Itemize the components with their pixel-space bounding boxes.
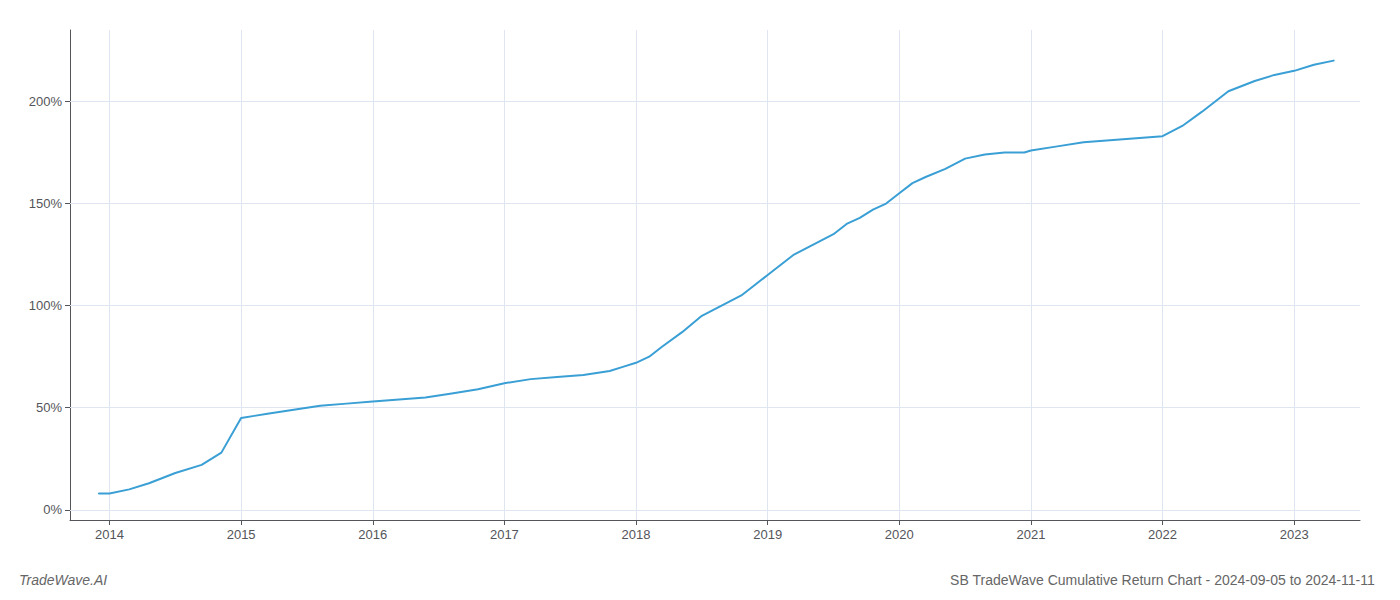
svg-text:2019: 2019 — [753, 527, 782, 542]
svg-text:2015: 2015 — [227, 527, 256, 542]
svg-text:2022: 2022 — [1148, 527, 1177, 542]
svg-text:TradeWave.AI: TradeWave.AI — [19, 572, 107, 588]
svg-text:2017: 2017 — [490, 527, 519, 542]
svg-text:2014: 2014 — [95, 527, 124, 542]
svg-text:2021: 2021 — [1016, 527, 1045, 542]
svg-text:2023: 2023 — [1280, 527, 1309, 542]
svg-text:150%: 150% — [29, 196, 63, 211]
svg-text:SB TradeWave Cumulative Return: SB TradeWave Cumulative Return Chart - 2… — [950, 572, 1375, 588]
svg-text:2016: 2016 — [358, 527, 387, 542]
svg-text:100%: 100% — [29, 298, 63, 313]
svg-text:2020: 2020 — [885, 527, 914, 542]
svg-text:2018: 2018 — [622, 527, 651, 542]
svg-text:200%: 200% — [29, 94, 63, 109]
svg-text:50%: 50% — [36, 400, 62, 415]
svg-text:0%: 0% — [43, 502, 62, 517]
